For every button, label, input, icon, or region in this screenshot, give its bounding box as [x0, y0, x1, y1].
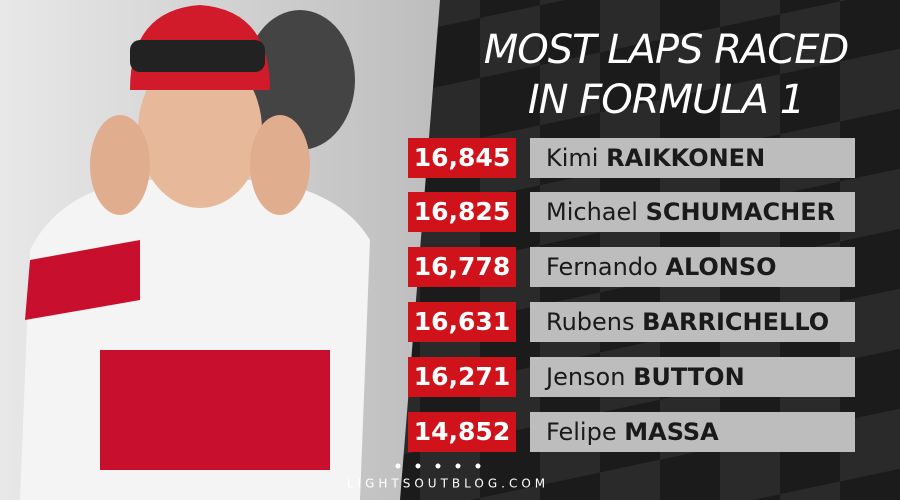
ranking-row: 16,845 Kimi RAIKKONEN [408, 138, 855, 178]
driver-name: Michael SCHUMACHER [546, 198, 835, 226]
last-name: BARRICHELLO [642, 308, 829, 336]
title-line: IN FORMULA 1 [528, 77, 804, 123]
last-name: ALONSO [665, 253, 776, 281]
first-name: Jenson [544, 363, 625, 391]
first-name: Rubens [546, 308, 635, 336]
name-box [530, 247, 855, 287]
ranking-row: 16,631 Rubens BARRICHELLO [408, 302, 855, 342]
footer-dots [395, 463, 481, 469]
driver-name: Felipe MASSA [546, 418, 719, 446]
laps-box [408, 357, 516, 397]
last-name: RAIKKONEN [606, 144, 765, 172]
laps-count: 16,778 [414, 252, 510, 281]
driver-photo [0, 0, 440, 500]
title-line: MOST LAPS RACED [484, 27, 849, 73]
first-name: Felipe [546, 418, 617, 446]
laps-box [408, 302, 516, 342]
ranking-row: 14,852 Felipe MASSA [408, 412, 855, 452]
laps-count: 14,852 [414, 417, 510, 446]
laps-count: 16,845 [414, 143, 510, 172]
laps-box [408, 247, 516, 287]
ranking-row: 16,825 Michael SCHUMACHER [408, 192, 855, 232]
laps-count: 16,825 [414, 197, 510, 226]
laps-count: 16,271 [414, 362, 510, 391]
last-name: BUTTON [633, 363, 745, 391]
ranking-list: 16,845 Kimi RAIKKONEN 16,825 Michael SCHUMA… [408, 138, 855, 452]
driver-name: Fernando ALONSO [546, 253, 777, 281]
first-name: Kimi [546, 144, 598, 172]
name-box [530, 412, 855, 452]
laps-count: 16,631 [414, 307, 510, 336]
driver-name: Jenson BUTTON [544, 363, 745, 391]
ranking-row: 16,778 Fernando ALONSO [408, 247, 855, 287]
site-name: LIGHTSOUTBLOG.COM [347, 477, 549, 491]
name-box [530, 357, 855, 397]
name-box [530, 192, 855, 232]
driver-name: Kimi RAIKKONEN [546, 144, 765, 172]
first-name: Michael [546, 198, 638, 226]
laps-box [408, 192, 516, 232]
driver-name: Rubens BARRICHELLO [546, 308, 829, 336]
last-name: SCHUMACHER [646, 198, 836, 226]
ranking-row: 16,271 Jenson BUTTON [408, 357, 855, 397]
last-name: MASSA [624, 418, 719, 446]
laps-box [408, 138, 516, 178]
first-name: Fernando [546, 253, 658, 281]
name-box [530, 138, 855, 178]
name-box [530, 302, 855, 342]
laps-box [408, 412, 516, 452]
